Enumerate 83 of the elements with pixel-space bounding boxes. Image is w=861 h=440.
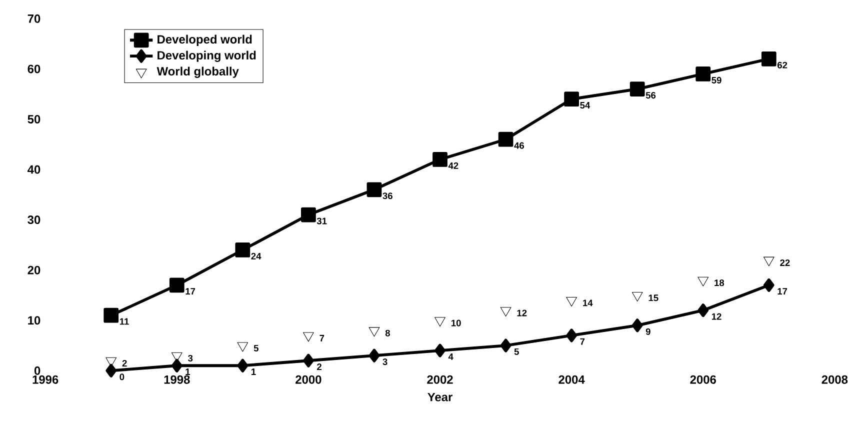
point (632, 292, 643, 302)
x-tick-label: 2004 (558, 375, 585, 384)
legend-label: Developing world (158, 50, 256, 62)
data-label: 5 (514, 348, 519, 355)
point (498, 132, 514, 147)
y-tick-label: 30 (28, 216, 40, 224)
data-label: 1 (251, 368, 256, 375)
y-tick-label: 50 (28, 115, 40, 124)
data-label: 12 (517, 310, 527, 316)
point (630, 82, 645, 96)
point (696, 66, 711, 82)
point (301, 207, 316, 222)
data-label: 8 (385, 330, 390, 336)
data-label: 2 (317, 364, 322, 370)
y-tick-label: 10 (28, 316, 40, 325)
data-label: 54 (580, 102, 590, 109)
point (303, 332, 314, 342)
data-label: 17 (778, 288, 788, 294)
data-label: 14 (583, 300, 593, 306)
point (698, 304, 709, 318)
data-label: 9 (646, 328, 650, 335)
data-label: 2 (122, 360, 127, 367)
y-tick-label: 40 (28, 165, 40, 174)
x-tick-label: 2002 (427, 375, 453, 384)
data-label: 3 (382, 358, 388, 366)
data-label: 7 (320, 334, 324, 342)
data-label: 22 (780, 259, 790, 266)
point (169, 278, 184, 293)
x-axis-title: Year (428, 392, 452, 402)
point (171, 358, 182, 372)
point (368, 348, 380, 362)
y-tick-label: 70 (28, 14, 40, 23)
data-label: 31 (316, 218, 327, 224)
data-label: 46 (514, 142, 524, 149)
data-label: 56 (646, 92, 656, 99)
point (434, 344, 446, 358)
data-label: 4 (448, 353, 454, 360)
legend-label: World globally (156, 66, 239, 78)
point (237, 342, 248, 352)
point (763, 256, 774, 266)
point (104, 308, 119, 323)
data-label: 3 (188, 354, 193, 362)
point (303, 354, 314, 368)
legend-label: Developed world (158, 34, 252, 46)
point (566, 297, 578, 307)
data-label: 18 (714, 280, 724, 286)
x-tick-label: 1998 (164, 375, 190, 384)
data-label: 42 (448, 162, 458, 169)
point (368, 327, 380, 337)
data-label: 62 (777, 62, 788, 68)
point (106, 364, 117, 378)
point (432, 152, 448, 167)
data-label: 59 (712, 76, 722, 84)
data-label: 5 (254, 344, 258, 352)
data-label: 15 (648, 294, 658, 302)
point (235, 242, 250, 258)
point (564, 92, 579, 107)
y-tick-label: 0 (34, 366, 40, 375)
point (761, 51, 776, 66)
y-tick-label: 20 (28, 266, 40, 274)
point (763, 278, 774, 292)
point (366, 182, 382, 198)
point (434, 317, 446, 327)
point (500, 338, 512, 352)
data-label: 10 (451, 320, 461, 326)
point (698, 276, 709, 286)
point (237, 358, 248, 372)
x-tick-label: 2006 (690, 375, 716, 384)
point (566, 328, 578, 342)
data-label: 11 (120, 318, 129, 325)
x-tick-label: 2008 (822, 375, 848, 384)
data-label: 17 (186, 288, 196, 294)
data-label: 36 (382, 192, 392, 200)
data-label: 12 (712, 313, 722, 320)
point (500, 307, 512, 317)
data-label: 1 (186, 368, 190, 375)
data-label: 0 (120, 374, 124, 380)
data-label: 7 (580, 338, 585, 345)
x-tick-label: 1996 (32, 375, 58, 384)
x-tick-label: 2000 (296, 375, 322, 384)
data-label: 24 (251, 252, 262, 260)
point (632, 318, 643, 332)
y-tick-label: 60 (28, 64, 40, 74)
